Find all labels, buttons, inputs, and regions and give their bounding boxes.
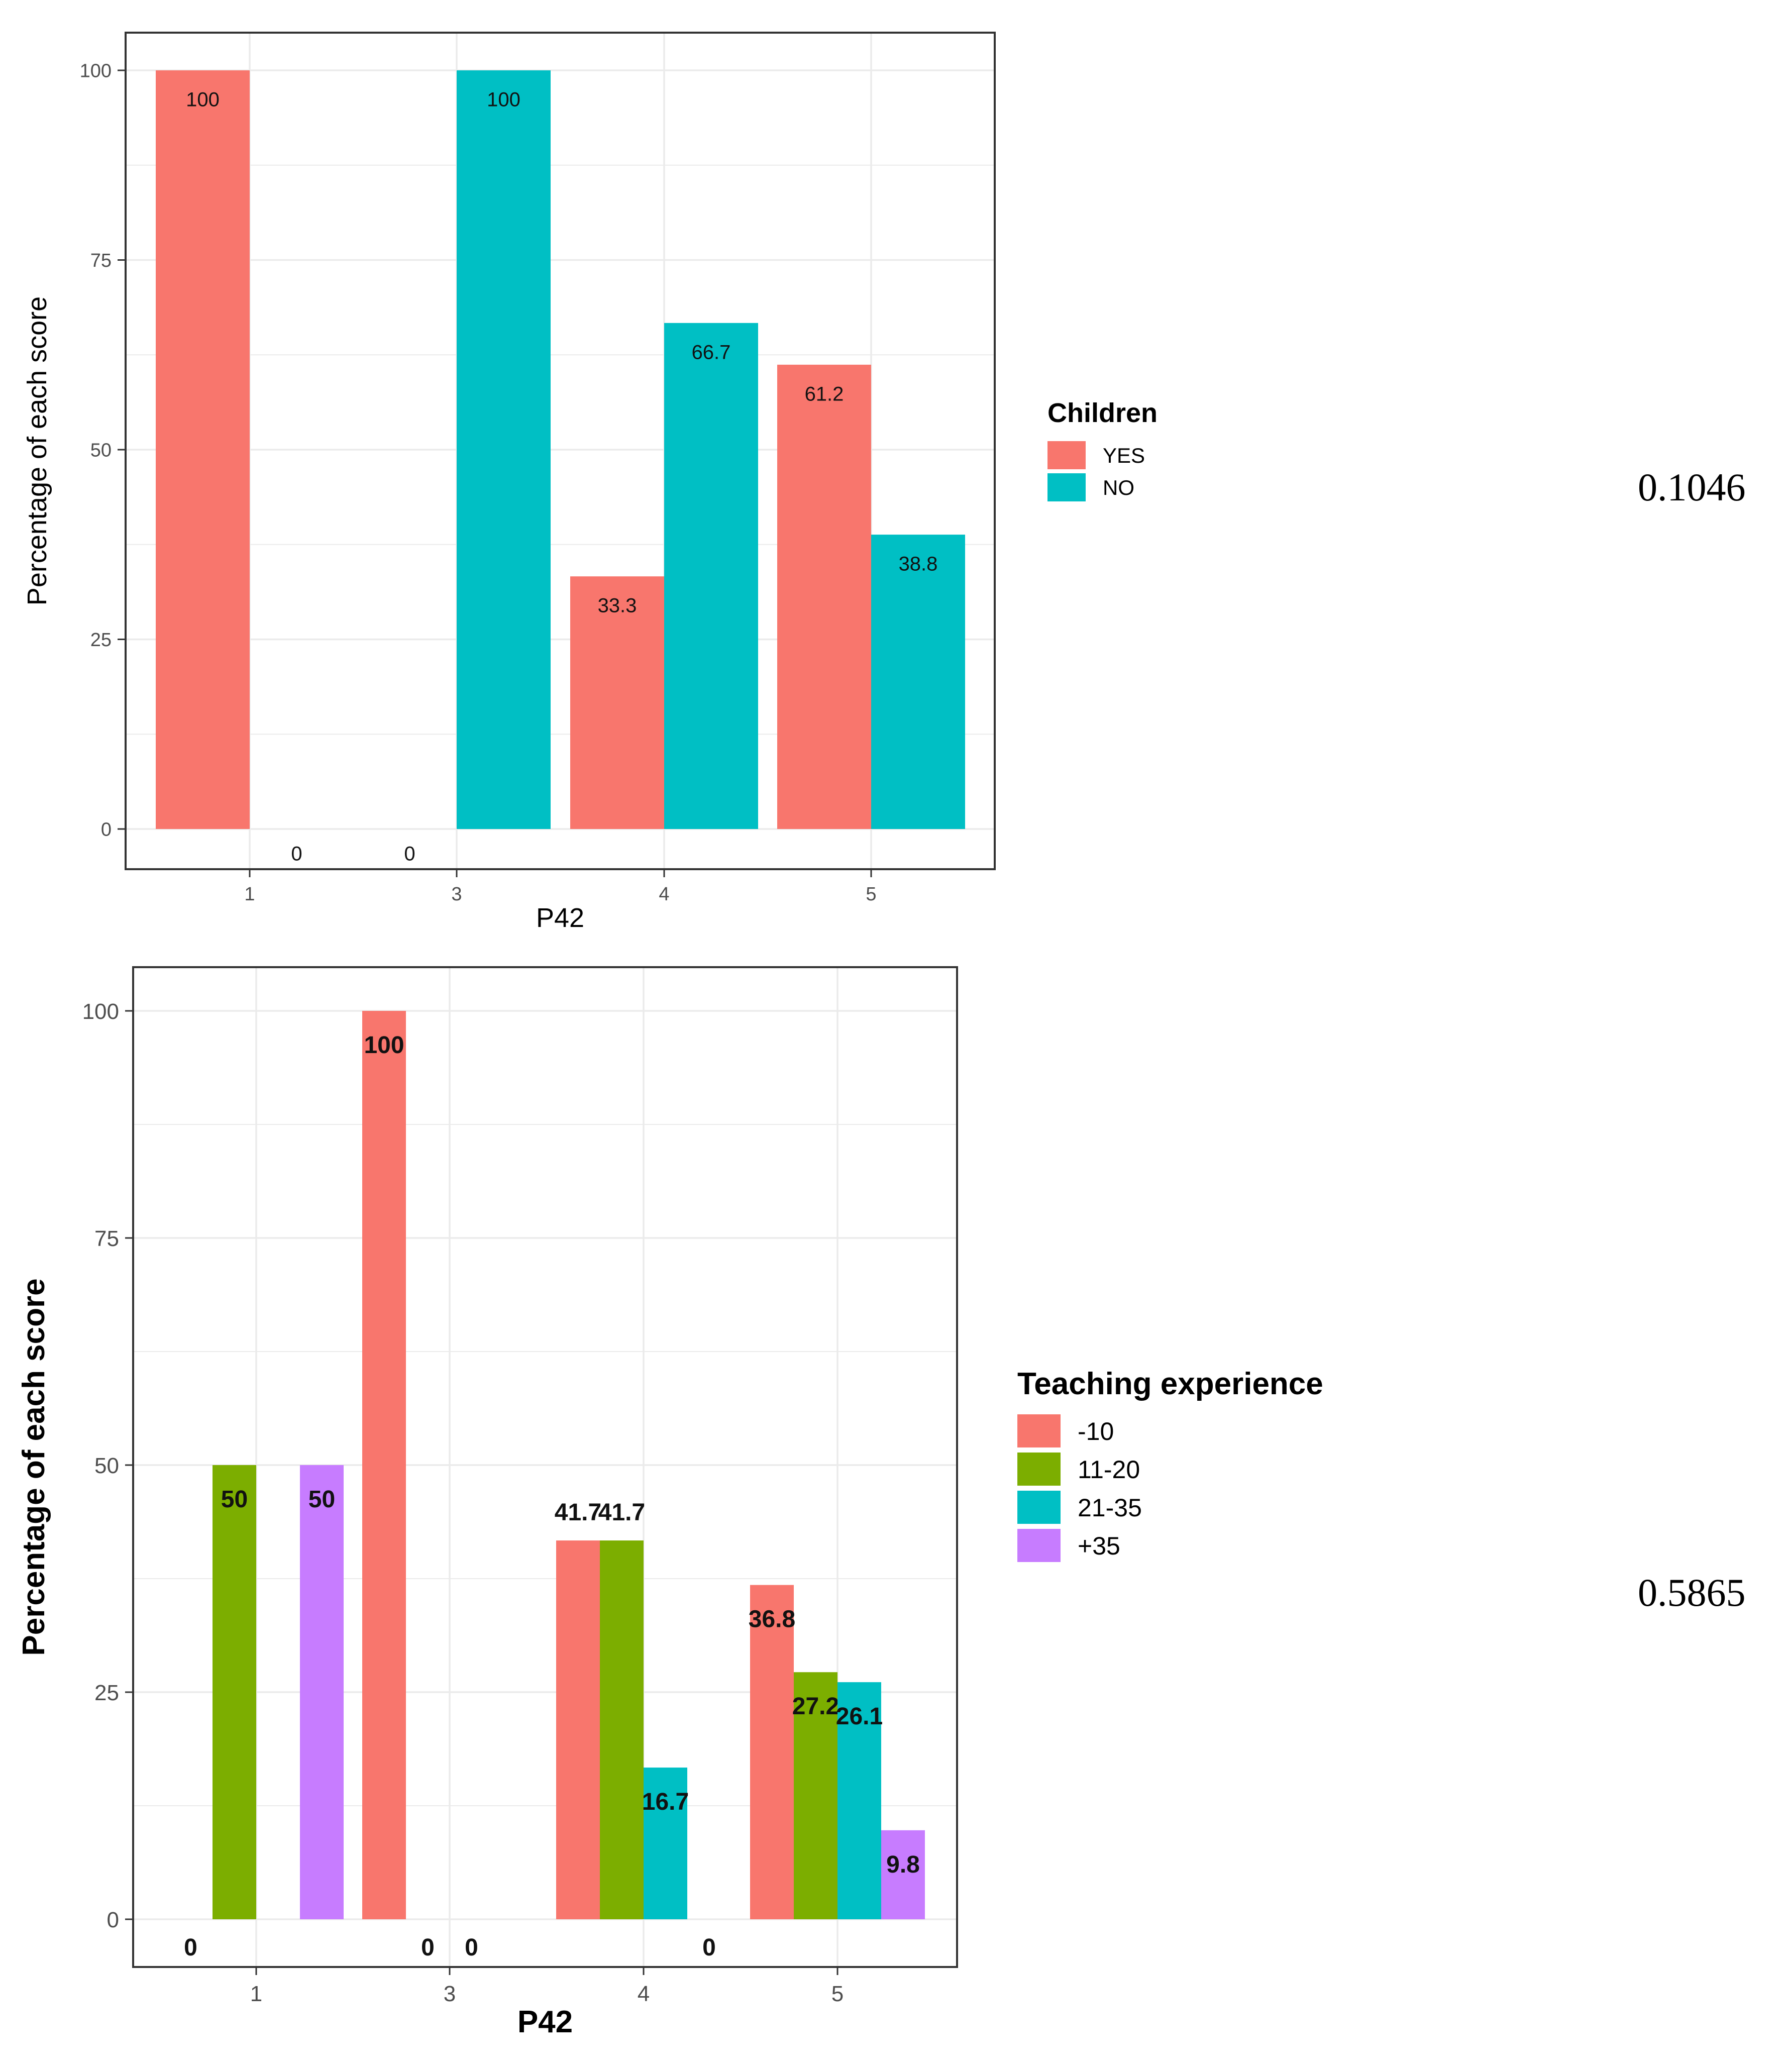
chart-2-bar-10-3 — [362, 1011, 406, 1919]
chart-2-legend-label: 21-35 — [1078, 1494, 1142, 1522]
chart-2-bar-10-4 — [556, 1540, 600, 1919]
chart-2-data-label: 41.7 — [555, 1499, 601, 1526]
chart-1-x-tick-label: 3 — [451, 884, 462, 905]
chart-2-data-label: 41.7 — [598, 1499, 645, 1526]
chart-2-y-tick-label: 0 — [107, 1908, 119, 1932]
chart-2-y-axis-title: Percentage of each score — [17, 1278, 51, 1655]
chart-1-frame — [125, 32, 996, 870]
chart-1-legend-title: Children — [1047, 398, 1158, 428]
chart-2-x-tick-label: 1 — [250, 1982, 262, 2006]
chart-2-data-label: 100 — [364, 1032, 404, 1059]
chart-2-data-label: 0 — [465, 1934, 478, 1961]
chart-1-data-label: 0 — [404, 843, 415, 865]
chart-2-y-tick-label: 25 — [94, 1681, 119, 1705]
chart-2-legend-label: +35 — [1078, 1532, 1120, 1560]
chart-2-data-label: 36.8 — [749, 1606, 795, 1633]
chart-2-frame — [132, 966, 958, 1968]
chart-1-legend-label: NO — [1103, 476, 1134, 499]
chart-1-bar-NO-4 — [664, 323, 758, 829]
chart-1-x-tick-label: 4 — [659, 884, 669, 905]
p-value-teaching-experience: 0.5865 — [1638, 1571, 1746, 1614]
chart-2-data-label: 9.8 — [886, 1851, 920, 1878]
chart-1-bar-YES-1 — [156, 70, 250, 829]
chart-1-data-label: 0 — [291, 843, 302, 865]
chart-2-bar-1120-1 — [213, 1465, 256, 1919]
chart-2-y-tick-label: 75 — [94, 1226, 119, 1251]
chart-2-bar-1120-4 — [600, 1540, 644, 1919]
chart-1-data-label: 100 — [487, 88, 520, 111]
chart-1-bar-YES-5 — [777, 364, 871, 829]
chart-2-legend-swatch-2135 — [1017, 1491, 1061, 1524]
chart-2-x-tick-label: 4 — [638, 1982, 650, 2006]
chart-2-y-tick-label: 100 — [82, 999, 119, 1024]
chart-1-y-tick-label: 0 — [101, 819, 112, 841]
chart-2-legend-swatch-10 — [1017, 1414, 1061, 1447]
chart-1-legend-swatch-YES — [1047, 441, 1086, 469]
chart-1-bar-YES-4 — [570, 576, 664, 829]
chart-1-legend-swatch-NO — [1047, 473, 1086, 501]
chart-2-x-tick-label: 3 — [444, 1982, 456, 2006]
chart-2-legend-swatch-1120 — [1017, 1453, 1061, 1486]
chart-2-bar-1120-5 — [794, 1672, 837, 1919]
chart-1-data-label: 38.8 — [899, 553, 938, 575]
chart-1-y-axis-title: Percentage of each score — [22, 296, 52, 605]
chart-2-data-label: 0 — [421, 1934, 435, 1961]
chart-2-data-label: 50 — [221, 1486, 248, 1513]
chart-1-x-axis-title: P42 — [536, 903, 584, 933]
chart-2-data-label: 0 — [702, 1934, 716, 1961]
chart-2-data-label: 16.7 — [642, 1789, 689, 1815]
chart-1-y-tick-label: 25 — [90, 630, 112, 651]
chart-1-data-label: 66.7 — [692, 341, 731, 363]
p-value-children: 0.1046 — [1638, 465, 1746, 509]
chart-1-y-tick-label: 75 — [90, 250, 112, 271]
chart-2-data-label: 27.2 — [792, 1693, 839, 1720]
chart-1-y-tick-label: 50 — [90, 440, 112, 461]
chart-2-bar-10-5 — [750, 1585, 794, 1919]
chart-1-bar-NO-5 — [871, 535, 965, 829]
chart-2-legend-swatch-35 — [1017, 1529, 1061, 1562]
chart-1-data-label: 100 — [186, 88, 220, 111]
chart-2-data-label: 50 — [308, 1486, 335, 1513]
chart-2-bar-2135-5 — [837, 1682, 881, 1919]
chart-2-legend-title: Teaching experience — [1017, 1367, 1323, 1401]
chart-2-x-tick-label: 5 — [831, 1982, 844, 2006]
chart-2-x-axis-title: P42 — [517, 2005, 573, 2039]
chart-1-x-tick-label: 1 — [244, 884, 255, 905]
chart-2-legend-label: -10 — [1078, 1417, 1114, 1445]
chart-1-bar-NO-3 — [457, 70, 551, 829]
chart-1-legend-label: YES — [1103, 444, 1145, 467]
chart-1-data-label: 61.2 — [805, 383, 844, 405]
chart-2-bar-35-1 — [300, 1465, 344, 1919]
chart-2-legend-label: 11-20 — [1078, 1456, 1140, 1484]
chart-2-data-label: 0 — [184, 1934, 197, 1961]
chart-2-data-label: 26.1 — [836, 1703, 883, 1730]
chart-1-x-tick-label: 5 — [866, 884, 876, 905]
chart-2-bar-35-5 — [881, 1830, 925, 1919]
chart-1-data-label: 33.3 — [598, 595, 637, 617]
chart-2-bar-2135-4 — [644, 1768, 687, 1919]
chart-2-y-tick-label: 50 — [94, 1454, 119, 1478]
chart-1-y-tick-label: 100 — [80, 61, 112, 82]
